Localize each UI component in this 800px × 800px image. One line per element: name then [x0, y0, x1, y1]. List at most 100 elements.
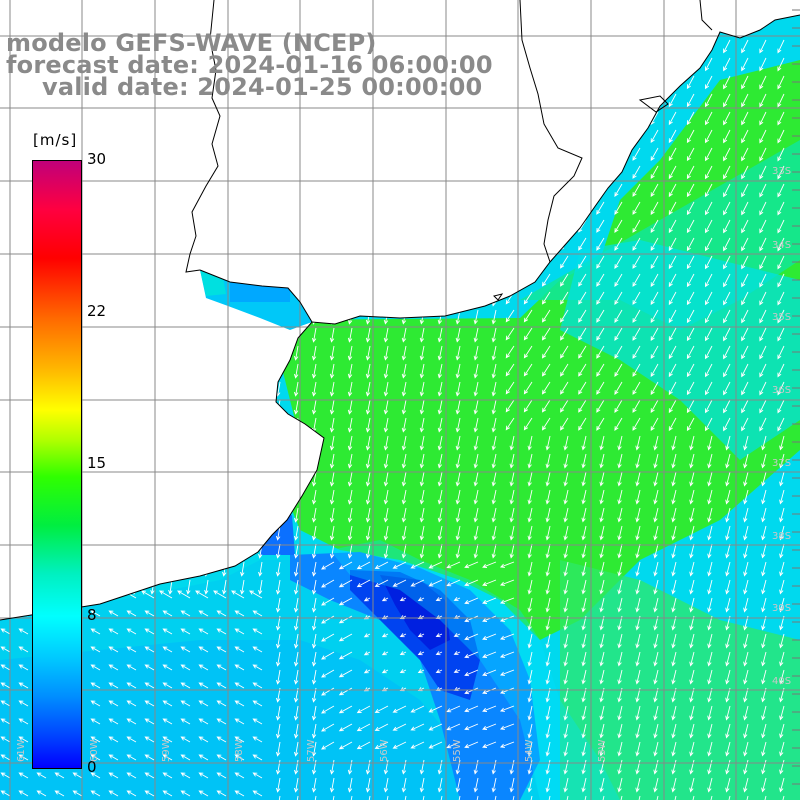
wind-arrow	[240, 579, 245, 595]
wind-arrow	[473, 795, 479, 800]
wind-arrow	[599, 795, 605, 800]
wind-arrow	[653, 453, 659, 469]
wind-arrow	[743, 795, 749, 800]
wind-arrow	[410, 723, 425, 731]
wind-arrow	[707, 723, 713, 739]
wind-arrow	[650, 147, 659, 162]
wind-arrow	[707, 471, 713, 487]
lat-label-39s: 39S	[772, 603, 792, 614]
wind-arrow	[725, 471, 731, 487]
wind-arrow	[108, 772, 119, 779]
wind-arrow	[491, 525, 497, 541]
wind-arrow	[523, 417, 533, 431]
wind-arrow	[632, 147, 641, 161]
wind-arrow	[275, 579, 281, 595]
wind-arrow	[252, 610, 263, 617]
wind-arrow	[186, 579, 191, 595]
wind-arrow	[705, 237, 713, 252]
wind-arrow	[453, 669, 461, 674]
wind-arrow	[689, 633, 695, 649]
wind-arrow	[689, 543, 695, 559]
wind-arrow	[581, 507, 587, 523]
wind-arrow	[18, 646, 29, 653]
wind-arrow	[383, 417, 389, 433]
wind-arrow	[126, 790, 137, 797]
wind-arrow	[509, 471, 515, 487]
wind-arrow	[635, 633, 641, 649]
wind-arrow	[293, 399, 299, 415]
wind-arrow	[392, 579, 407, 587]
wind-arrow	[527, 543, 533, 559]
wind-arrow	[650, 219, 659, 234]
wind-arrow	[614, 237, 623, 251]
color-scale-unit: [m/s]	[33, 131, 78, 149]
wind-arrow	[777, 165, 785, 180]
wind-arrow	[761, 453, 767, 469]
wind-arrow	[216, 790, 227, 797]
wind-arrow	[473, 327, 479, 343]
wind-arrow	[668, 237, 677, 252]
wind-arrow	[144, 610, 155, 617]
wind-arrow	[759, 57, 767, 72]
wind-arrow	[741, 327, 749, 342]
wind-arrow	[216, 700, 227, 707]
wind-arrow	[482, 741, 497, 748]
wind-arrow	[632, 165, 641, 179]
wind-arrow	[90, 700, 101, 707]
wind-arrow	[437, 777, 443, 793]
wind-arrow	[491, 471, 497, 487]
wind-arrow	[560, 399, 569, 413]
wind-arrow	[635, 453, 641, 469]
wind-arrow	[198, 718, 209, 725]
wind-arrow	[725, 453, 731, 469]
wind-arrow	[686, 147, 695, 162]
wind-arrow	[650, 309, 659, 324]
wind-arrow	[329, 435, 335, 451]
wind-arrow	[560, 309, 569, 323]
wind-arrow	[614, 201, 623, 215]
wind-arrow	[437, 795, 443, 800]
wind-arrow	[541, 273, 551, 287]
wind-arrow	[321, 651, 335, 660]
wind-arrow	[90, 682, 101, 689]
wind-arrow	[723, 363, 731, 378]
wind-arrow	[204, 579, 209, 595]
wind-arrow	[563, 579, 569, 595]
wind-arrow	[545, 507, 551, 523]
wind-arrow	[365, 345, 371, 361]
wind-arrow	[347, 507, 353, 523]
wind-arrow	[144, 646, 155, 653]
wind-arrow	[437, 507, 443, 523]
wind-arrow	[761, 633, 767, 649]
wind-arrow	[90, 772, 101, 779]
wind-arrow	[671, 435, 677, 451]
wind-arrow	[614, 273, 623, 287]
wind-arrow	[653, 633, 659, 649]
wind-arrow	[617, 795, 623, 800]
wind-arrow	[464, 561, 479, 569]
wind-arrow	[527, 489, 533, 505]
wind-arrow	[596, 273, 605, 287]
wind-arrow	[419, 525, 425, 541]
wind-arrow	[252, 646, 263, 653]
wind-arrow	[545, 435, 551, 451]
wind-arrow	[180, 772, 191, 779]
wind-arrow	[725, 579, 731, 595]
wind-arrow	[741, 273, 749, 288]
wind-arrow	[90, 718, 101, 725]
wind-arrow	[635, 579, 641, 595]
wind-arrow	[36, 790, 47, 797]
wind-arrow	[527, 795, 533, 800]
wind-arrow	[617, 507, 623, 523]
wind-arrow	[777, 39, 785, 54]
wind-arrow	[126, 610, 137, 617]
wind-arrow	[311, 633, 317, 649]
wind-arrow	[723, 381, 731, 396]
wind-arrow	[563, 471, 569, 487]
wind-arrow	[653, 435, 659, 451]
wind-arrow	[650, 417, 659, 432]
wind-arrow	[563, 795, 569, 800]
wind-arrow	[329, 795, 335, 800]
wind-arrow	[581, 723, 587, 739]
wind-arrow	[707, 597, 713, 613]
